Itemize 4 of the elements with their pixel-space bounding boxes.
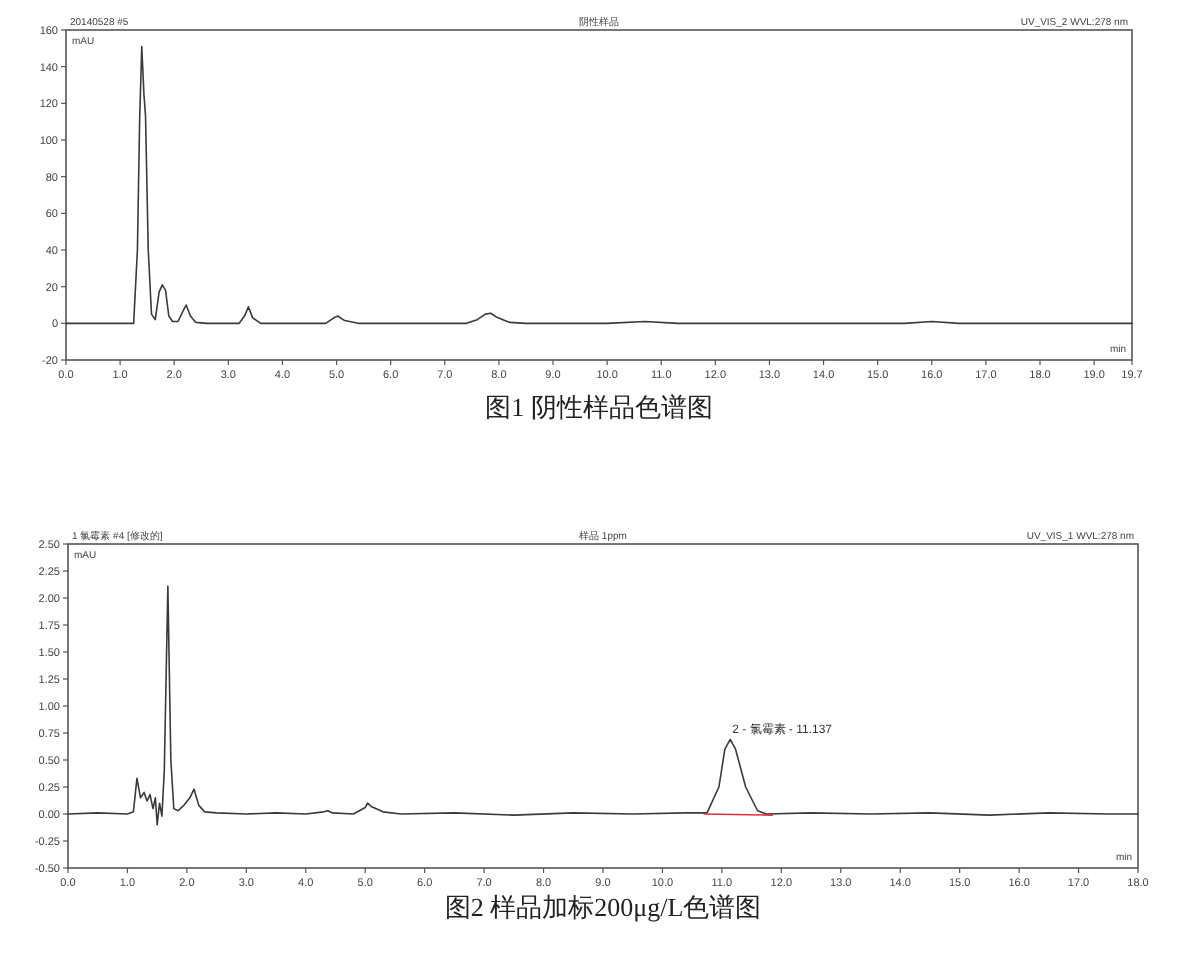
line-series: [65, 45, 1133, 325]
line-series: [67, 585, 1139, 826]
text: 图2 样品加标200μg/L色谱图: [444, 892, 762, 922]
text: 图1 阴性样品色谱图: [485, 392, 713, 422]
